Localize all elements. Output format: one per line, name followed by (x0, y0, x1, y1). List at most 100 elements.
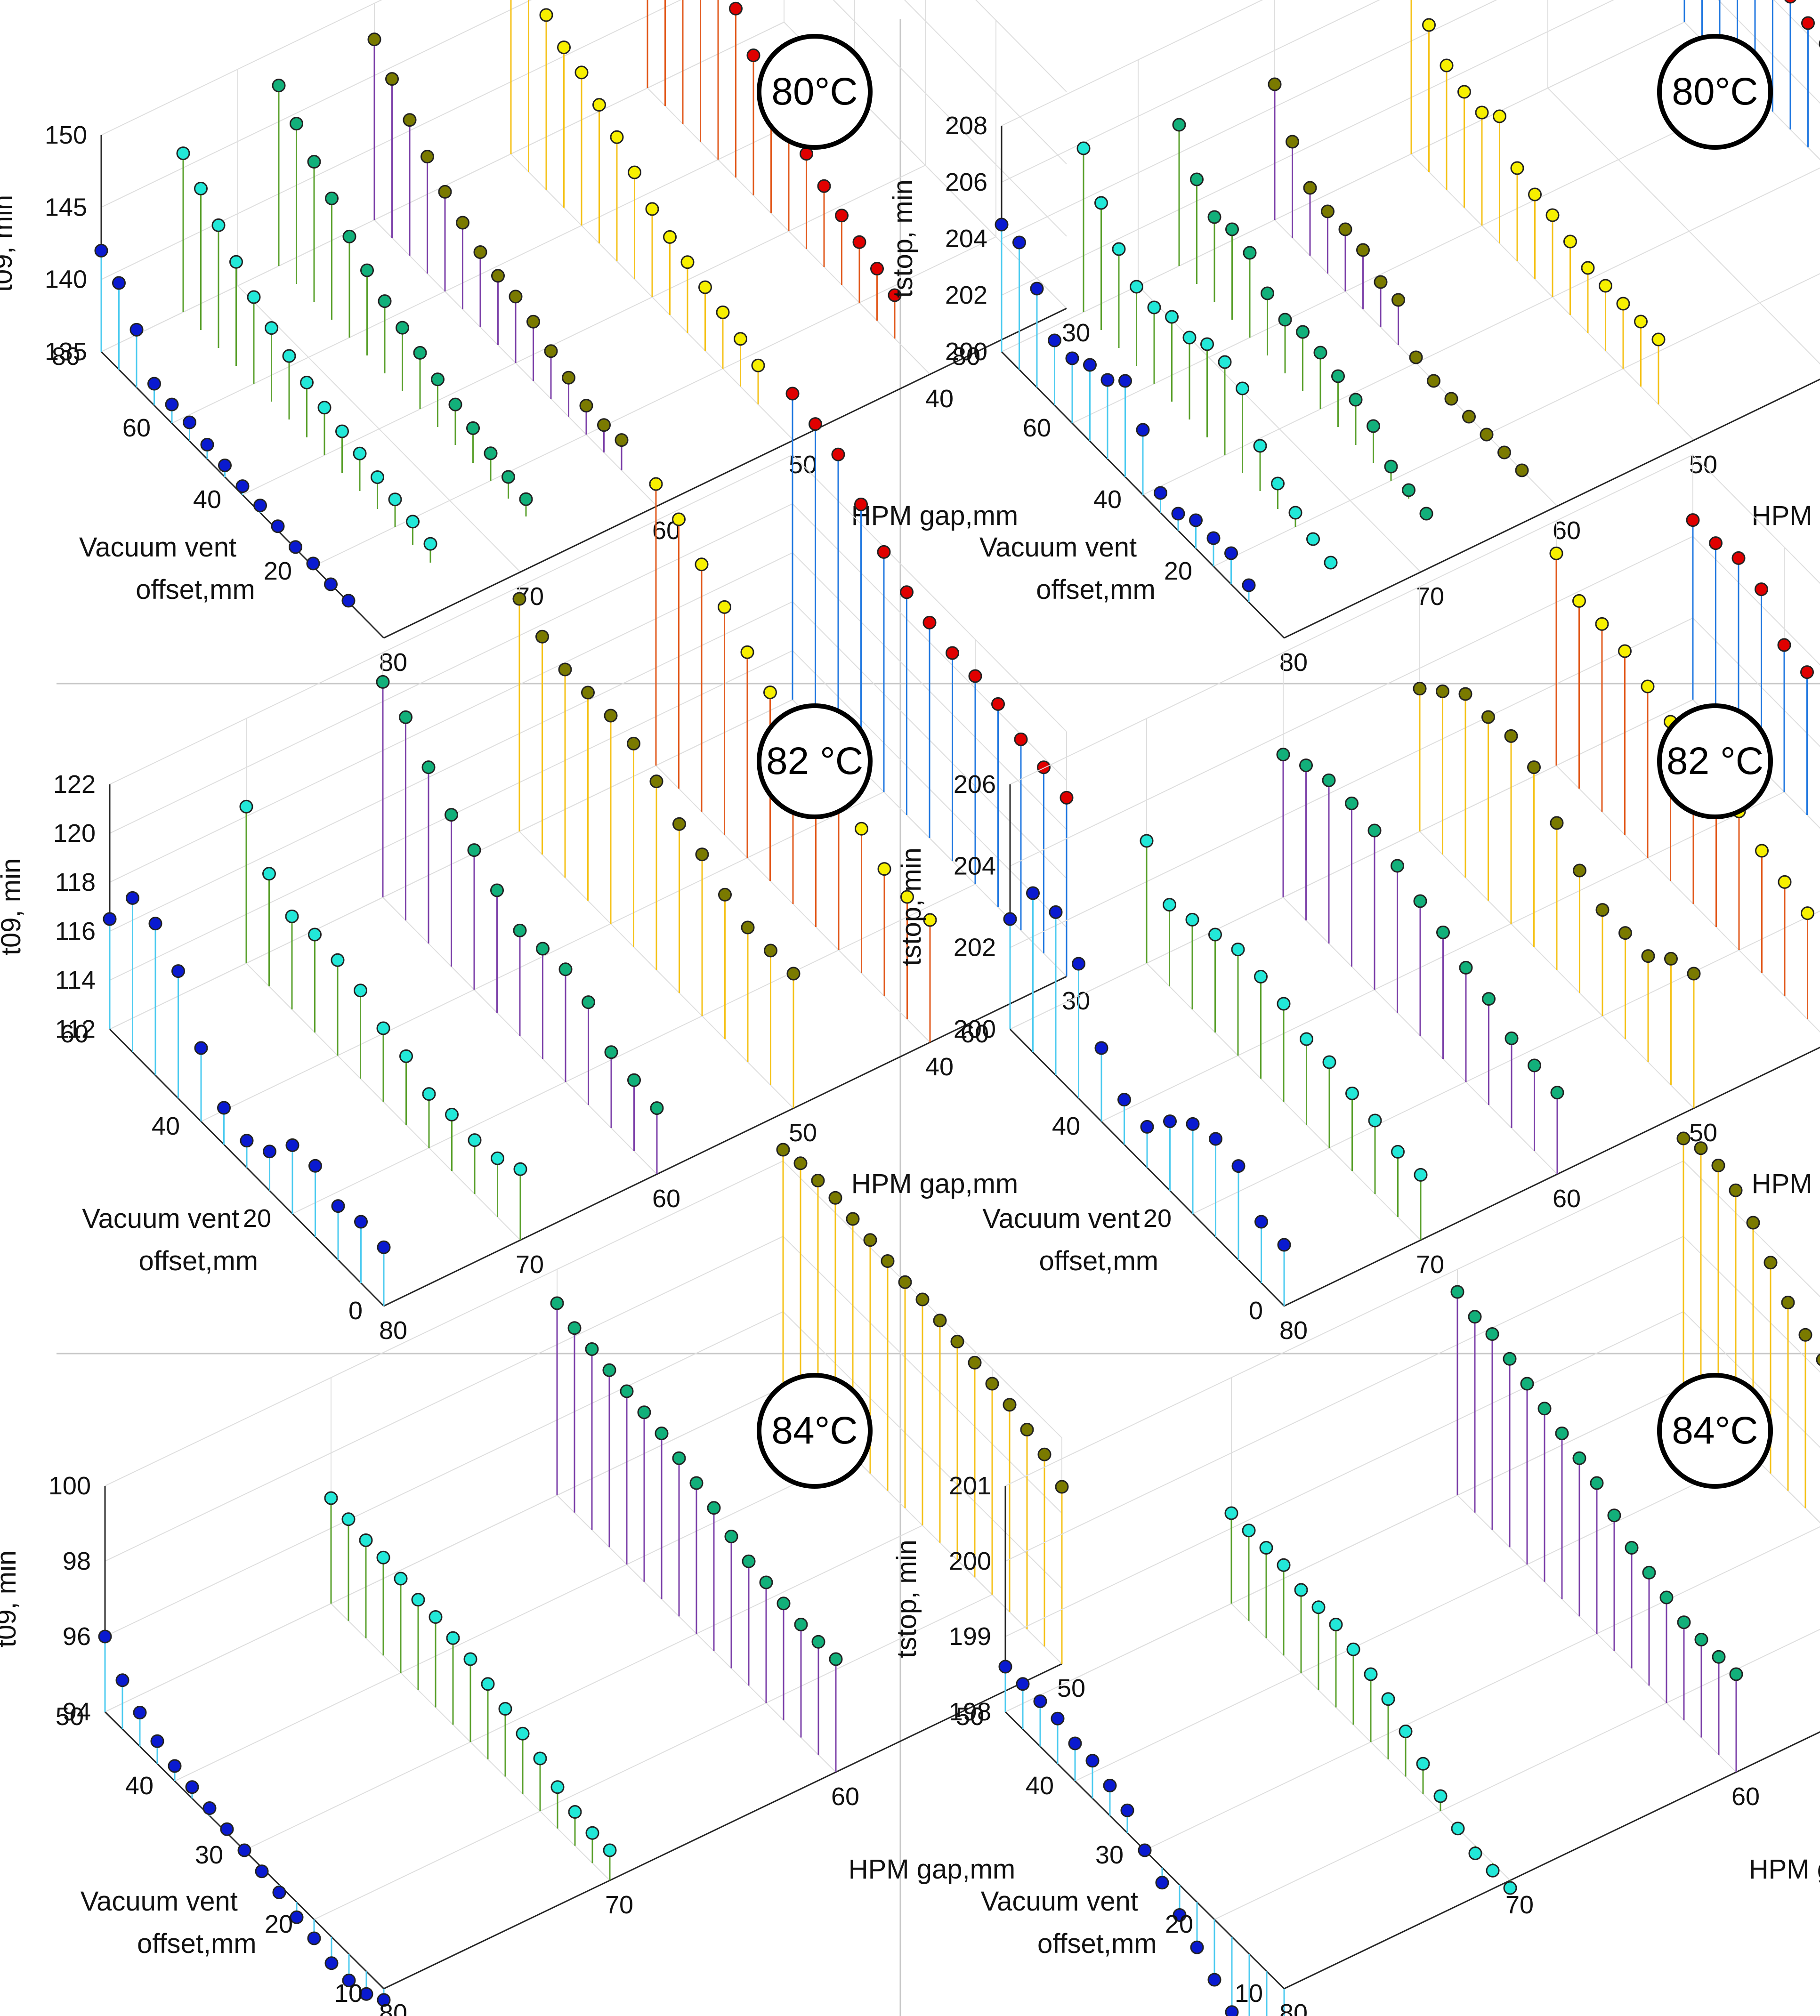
x-axis-title: HPM gap,mm (1752, 1169, 1820, 1199)
data-point (1224, 546, 1238, 560)
data-point (809, 417, 822, 431)
data-point (1225, 222, 1239, 236)
stems (1003, 513, 1814, 1306)
data-point (536, 942, 550, 956)
data-point (1356, 243, 1370, 257)
data-point (1545, 208, 1560, 222)
data-point (1485, 1327, 1499, 1341)
data-point (1236, 381, 1249, 395)
series-gap-80-blue (98, 1629, 391, 2007)
y-tick-label: 50 (956, 1702, 984, 1731)
data-point (262, 867, 276, 881)
y-tick-label: 20 (265, 1910, 293, 1938)
temperature-label: 84°C (1672, 1409, 1758, 1452)
data-point (1206, 531, 1221, 545)
data-point (1618, 926, 1632, 940)
stems (103, 387, 1074, 1306)
z-tick-label: 94 (63, 1698, 91, 1726)
data-point (1345, 796, 1359, 810)
temperature-label: 84°C (771, 1409, 857, 1452)
series-gap-60-olive (367, 32, 629, 470)
data-point (165, 397, 179, 411)
y-tick-label: 30 (1095, 1841, 1124, 1869)
data-point (1413, 894, 1427, 908)
data-point (689, 1476, 704, 1490)
data-point (1243, 246, 1257, 260)
data-point (568, 1805, 582, 1819)
data-point (1225, 2005, 1239, 2016)
data-point (1493, 109, 1506, 123)
data-point (353, 446, 367, 460)
data-point (367, 32, 381, 47)
data-point (877, 545, 891, 559)
data-point (1306, 532, 1320, 546)
data-point (829, 1652, 843, 1666)
data-point (255, 1864, 269, 1879)
data-point (1664, 952, 1678, 966)
data-point (1528, 1058, 1541, 1073)
data-point (1503, 1881, 1517, 1895)
data-point (650, 1101, 664, 1115)
data-point (1391, 1145, 1405, 1159)
panel-4: 2002022042068070605040306040200HPM gap,m… (896, 454, 1820, 1345)
data-point (1451, 1822, 1465, 1836)
data-point (354, 1215, 368, 1229)
data-point (502, 470, 515, 484)
data-point (272, 1886, 286, 1899)
data-point (98, 1629, 112, 1644)
data-point (1687, 967, 1701, 981)
data-point (1468, 1847, 1482, 1860)
data-point (846, 1212, 860, 1226)
z-tick-label: 204 (954, 852, 996, 880)
data-point (490, 883, 504, 897)
axis-titles: HPM gap,mm Vacuum vent offset,mm t09, min (0, 195, 1018, 605)
y-tick-label: 0 (1249, 1297, 1263, 1325)
x-tick-label: 80 (379, 1999, 407, 2016)
data-point (581, 685, 595, 700)
data-point (1003, 912, 1017, 926)
series-gap-80-blue (94, 243, 356, 608)
data-point (995, 218, 1009, 232)
data-point (1746, 1216, 1760, 1230)
data-point (183, 415, 196, 429)
data-point (1414, 1168, 1428, 1182)
x-axis-title: HPM gap,mm (1749, 1854, 1820, 1885)
data-point (1120, 1803, 1134, 1817)
series-gap-60-teal (376, 675, 664, 1174)
data-point (533, 1751, 547, 1766)
data-point (272, 79, 286, 93)
data-point (1140, 1120, 1154, 1134)
series-gap-50-yellow (510, 0, 765, 404)
data-point (463, 1652, 477, 1666)
data-point (331, 953, 345, 967)
data-point (742, 1554, 756, 1568)
x-tick-label: 70 (1416, 582, 1444, 611)
data-point (376, 1550, 390, 1564)
axis-titles: HPM gap,mm Vacuum vent offset,mm t09, min (0, 858, 1018, 1276)
data-point (491, 269, 505, 283)
data-point (1103, 1779, 1117, 1792)
data-point (1112, 242, 1126, 256)
data-point (1729, 1667, 1743, 1681)
data-point (445, 1107, 459, 1121)
data-point (1276, 748, 1290, 762)
x-tick-label: 70 (516, 1250, 544, 1279)
data-point (1572, 1451, 1586, 1465)
data-point (371, 470, 384, 484)
data-point (1374, 275, 1388, 289)
data-point (512, 592, 526, 606)
data-point (1185, 912, 1199, 927)
data-point (202, 1801, 217, 1815)
data-point (615, 433, 629, 447)
data-point (793, 1156, 808, 1170)
data-point (150, 1734, 164, 1748)
series-gap-80-blue (998, 1660, 1285, 2016)
data-point (1550, 816, 1564, 830)
y-axis-title-line2: offset,mm (139, 1246, 259, 1276)
x-tick-label: 80 (1279, 648, 1308, 677)
data-point (1486, 1863, 1500, 1878)
data-point (1277, 997, 1291, 1011)
data-point (1296, 325, 1310, 339)
data-point (574, 65, 589, 80)
data-point (1763, 1256, 1778, 1270)
